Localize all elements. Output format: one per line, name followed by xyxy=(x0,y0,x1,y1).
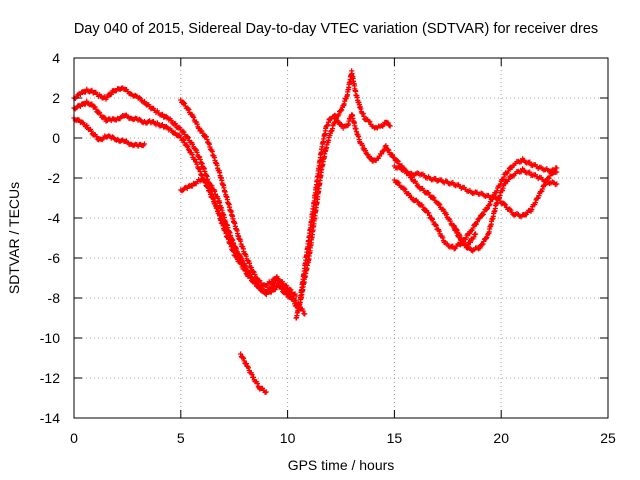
series-track-j xyxy=(391,163,560,220)
plot-frame xyxy=(73,57,609,419)
y-tick-label: 4 xyxy=(52,50,60,66)
marker-trace-track-k xyxy=(391,156,560,252)
y-tick-label: 0 xyxy=(52,130,60,146)
chart-title: Day 040 of 2015, Sidereal Day-to-day VTE… xyxy=(74,21,598,37)
marker-trace-track-h xyxy=(297,112,397,301)
marker-trace-track-j xyxy=(391,163,560,220)
tick-labels: 0 5 10 15 20 25 -14 -12 -10 -8 -6 -4 -2 0 2 4 xyxy=(40,50,616,446)
x-axis-title: GPS time / hours xyxy=(288,457,395,473)
y-tick-label: -2 xyxy=(48,170,61,186)
x-tick-label: 20 xyxy=(493,430,509,446)
x-tick-label: 15 xyxy=(387,430,403,446)
series-track-h xyxy=(297,112,397,301)
y-tick-label: -12 xyxy=(40,370,60,386)
y-tick-label: -4 xyxy=(48,210,61,226)
y-tick-label: -8 xyxy=(48,290,61,306)
y-tick-label: -14 xyxy=(40,410,60,426)
series-track-f xyxy=(238,351,269,395)
marker-trace-track-e xyxy=(178,177,293,297)
marker-trace-track-f xyxy=(238,351,269,395)
x-tick-label: 25 xyxy=(600,430,616,446)
y-tick-label: -10 xyxy=(40,330,60,346)
y-tick-label: -6 xyxy=(48,250,61,266)
x-tick-label: 5 xyxy=(177,430,185,446)
x-tick-label: 0 xyxy=(70,430,78,446)
series-track-l xyxy=(451,223,479,250)
y-tick-label: 2 xyxy=(52,90,60,106)
y-axis-title: SDTVAR / TECUs xyxy=(6,182,22,294)
data-points xyxy=(71,68,560,395)
x-tick-label: 10 xyxy=(280,430,296,446)
series-track-k xyxy=(391,156,560,252)
series-track-e xyxy=(178,177,293,297)
grid xyxy=(74,58,608,418)
marker-trace-track-l xyxy=(451,223,479,250)
